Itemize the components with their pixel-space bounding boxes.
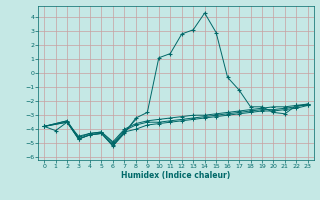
X-axis label: Humidex (Indice chaleur): Humidex (Indice chaleur) (121, 171, 231, 180)
